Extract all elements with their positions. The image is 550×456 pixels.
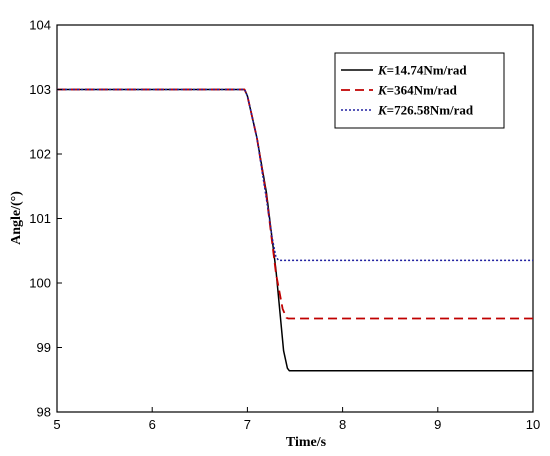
axes-layer: 5 6 7 8 9 10 98 99 100 101 102 103 104	[29, 18, 540, 433]
series-layer	[57, 88, 533, 372]
x-tick-label: 10	[526, 417, 540, 432]
series-line-3	[57, 88, 533, 262]
y-tick-label: 98	[37, 405, 51, 420]
legend-entry-1: K=14.74Nm/rad	[377, 63, 467, 78]
x-tick-label: 5	[53, 417, 60, 432]
y-tick-label: 101	[29, 211, 51, 226]
x-axis-title: Time/s	[286, 435, 327, 450]
series-line-1	[57, 88, 533, 372]
y-tick-label: 103	[29, 82, 51, 97]
y-tick-label: 100	[29, 276, 51, 291]
series-line-2	[57, 88, 533, 320]
legend-entry-value: =364Nm/rad	[387, 83, 458, 98]
x-tick-label: 6	[149, 417, 156, 432]
legend-entry-symbol: K	[377, 83, 388, 98]
legend-entry-2: K=364Nm/rad	[377, 83, 458, 98]
x-tick-label: 7	[244, 417, 251, 432]
y-axis-title: Angle/(°)	[9, 191, 24, 245]
y-tick-label: 99	[37, 340, 51, 355]
legend-entry-symbol: K	[377, 63, 388, 78]
legend-entry-3: K=726.58Nm/rad	[377, 103, 474, 118]
y-tick-label: 104	[29, 18, 51, 33]
legend-entry-value: =726.58Nm/rad	[387, 103, 474, 118]
x-tick-label: 8	[339, 417, 346, 432]
legend-entry-symbol: K	[377, 103, 388, 118]
x-tick-label: 9	[434, 417, 441, 432]
y-tick-label: 102	[29, 147, 51, 162]
legend-entry-value: =14.74Nm/rad	[387, 63, 468, 78]
